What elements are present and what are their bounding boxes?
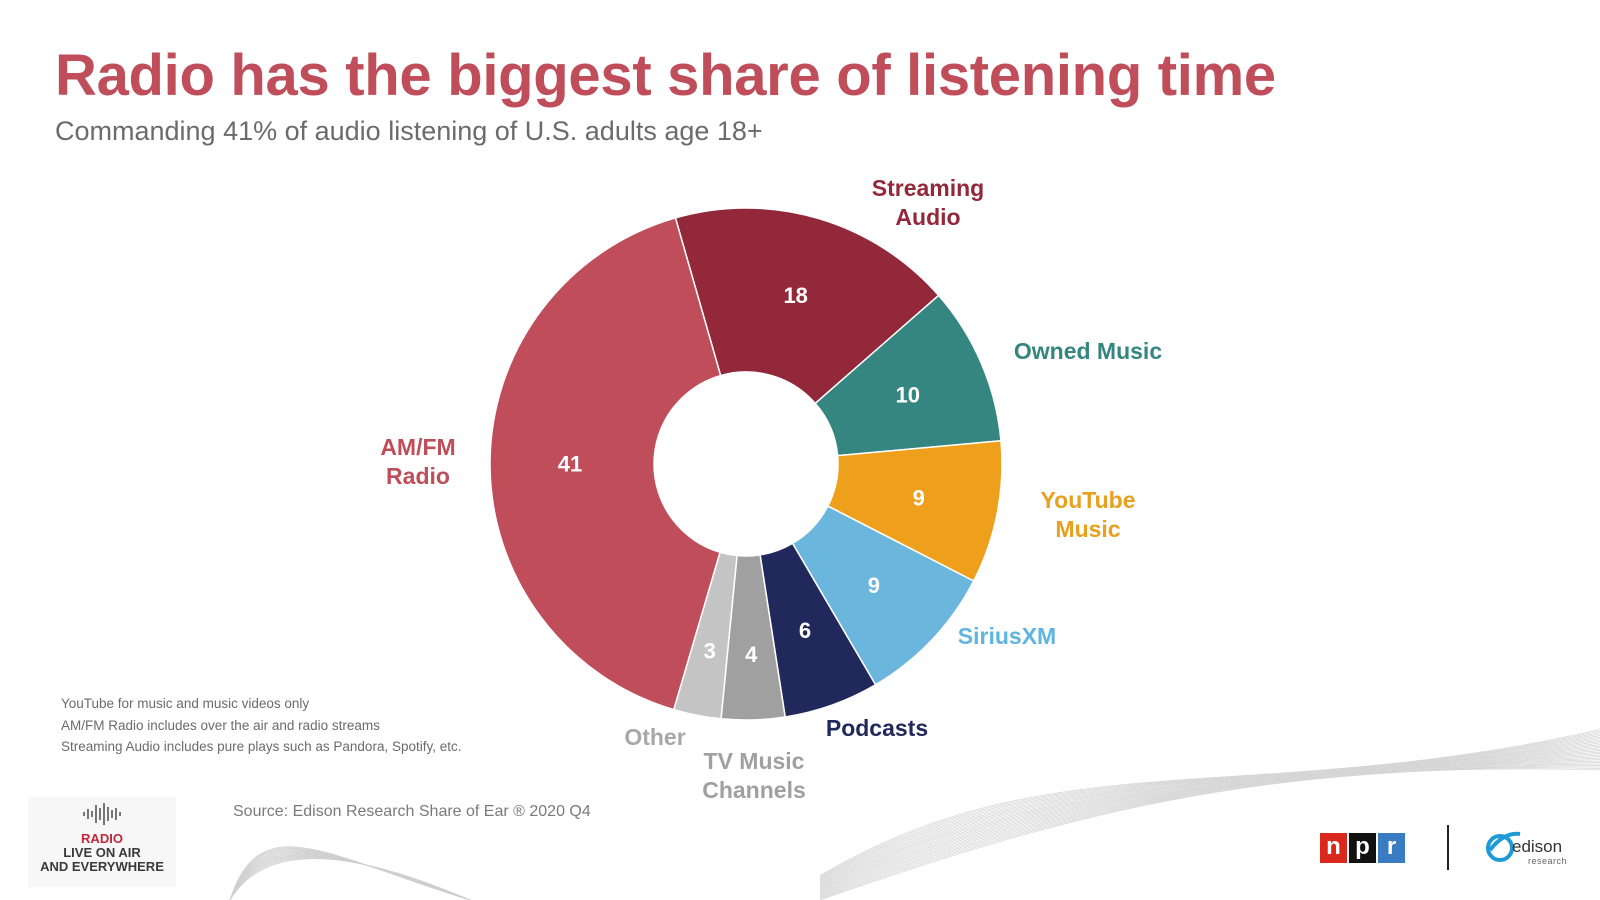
npr-logo-letter: p xyxy=(1349,833,1376,863)
background-wave-line xyxy=(819,732,1600,878)
background-wave-line xyxy=(819,763,1600,897)
background-wave-line xyxy=(819,760,1600,895)
background-wave-line xyxy=(819,753,1600,891)
slice-category-label: TV Music xyxy=(704,748,805,774)
slice-category-label: YouTube xyxy=(1041,487,1136,513)
footnotes: YouTube for music and music videos only … xyxy=(61,693,461,758)
background-wave-line xyxy=(819,762,1600,896)
edison-research-logo: edison research xyxy=(1484,828,1579,868)
donut-slice xyxy=(489,216,722,711)
npr-logo-letter: n xyxy=(1320,833,1347,863)
slice-value-label: 9 xyxy=(913,486,925,511)
donut-slice xyxy=(674,207,940,405)
background-wave-line xyxy=(819,751,1600,890)
slice-category-label: Audio xyxy=(895,204,960,230)
background-wave-line xyxy=(819,745,1600,886)
edison-logo-name: edison xyxy=(1512,837,1563,856)
footnote: YouTube for music and music videos only xyxy=(61,696,310,711)
footnote: Streaming Audio includes pure plays such… xyxy=(61,739,462,754)
background-wave-line xyxy=(819,733,1600,879)
slice-category-label: Music xyxy=(1055,516,1120,542)
slice-category-label: AM/FM xyxy=(380,434,455,460)
slice-value-label: 6 xyxy=(799,618,811,643)
slice-category-label: SiriusXM xyxy=(958,623,1056,649)
background-wave-line xyxy=(819,754,1600,892)
slice-category-label: Channels xyxy=(702,777,806,803)
background-wave-line xyxy=(819,768,1600,900)
background-wave-line xyxy=(819,744,1600,886)
background-wave-line xyxy=(819,736,1600,881)
background-wave-line xyxy=(819,738,1600,882)
background-wave-line xyxy=(819,759,1600,895)
edison-logo-tag: research xyxy=(1528,856,1568,866)
radio-logo-line: LIVE ON AIR xyxy=(63,845,141,860)
slice-category-label: Owned Music xyxy=(1014,338,1162,364)
background-wave-line xyxy=(819,750,1600,889)
background-wave-line xyxy=(819,742,1600,885)
footnote: AM/FM Radio includes over the air and ra… xyxy=(61,717,380,733)
background-wave-line xyxy=(819,747,1600,887)
page-title: Radio has the biggest share of listening… xyxy=(55,43,1276,108)
background-wave-line xyxy=(819,767,1600,900)
background-wave-line xyxy=(819,741,1600,884)
page-subtitle: Commanding 41% of audio listening of U.S… xyxy=(55,116,763,146)
background-wave-line xyxy=(819,765,1600,898)
source-note: Source: Edison Research Share of Ear ® 2… xyxy=(233,803,591,820)
background-wave-line xyxy=(819,748,1600,888)
background-wave-line xyxy=(229,846,471,900)
slice-category-label: Podcasts xyxy=(826,715,928,741)
slice-value-label: 41 xyxy=(558,451,582,476)
npr-logo: n p r xyxy=(1320,833,1407,863)
slice-value-label: 10 xyxy=(896,383,920,408)
slice-category-label: Radio xyxy=(386,463,450,489)
background-wave-line xyxy=(819,757,1600,894)
background-wave-line xyxy=(819,735,1600,880)
radio-logo: RADIO LIVE ON AIR AND EVERYWHERE xyxy=(28,797,176,887)
background-wave-line xyxy=(819,766,1600,899)
radio-logo-word: RADIO xyxy=(81,831,123,846)
background-wave-line xyxy=(819,739,1600,883)
logo-divider xyxy=(1447,825,1449,870)
background-wave-line xyxy=(819,729,1600,877)
slice-category-label: Streaming xyxy=(872,175,984,201)
edison-mark-icon xyxy=(1486,831,1521,862)
slice-value-label: 4 xyxy=(745,642,758,667)
radio-logo-line: AND EVERYWHERE xyxy=(40,859,164,874)
soundwave-icon xyxy=(83,803,121,825)
slice-value-label: 9 xyxy=(868,573,880,598)
slice-value-label: 3 xyxy=(704,639,716,664)
slice-category-label: Other xyxy=(624,724,685,750)
background-wave-line xyxy=(819,730,1600,877)
npr-logo-letter: r xyxy=(1378,833,1405,863)
background-wave-line xyxy=(819,756,1600,893)
donut-slice xyxy=(814,294,1002,457)
slice-value-label: 18 xyxy=(783,283,807,308)
